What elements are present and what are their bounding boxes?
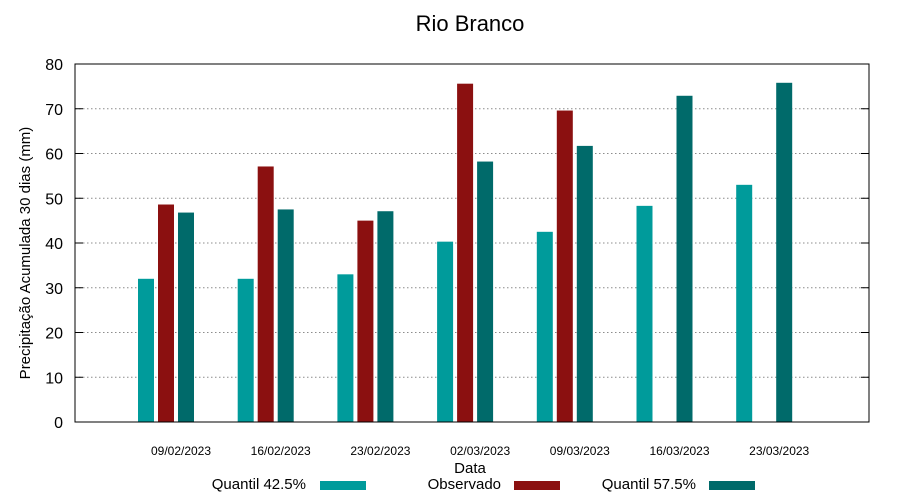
x-tick-label: 16/02/2023 [251, 444, 311, 458]
axis-ticks: 0 10 20 30 40 50 60 70 80 09/02/2023 16/02/2023 23/… [45, 57, 869, 458]
bar [636, 205, 653, 422]
chart-title: Rio Branco [416, 11, 525, 36]
x-tick-label: 23/03/2023 [749, 444, 809, 458]
bar [277, 209, 294, 422]
y-tick-label: 50 [45, 191, 63, 208]
bar [676, 95, 693, 423]
bar [477, 161, 494, 422]
y-tick-label: 80 [45, 57, 63, 74]
bar [337, 274, 354, 422]
legend-swatch [709, 481, 755, 490]
bar [457, 83, 474, 422]
legend-label: Quantil 57.5% [602, 476, 696, 493]
x-axis-label: Data [454, 460, 486, 477]
y-tick-label: 40 [45, 236, 63, 253]
x-tick-label: 09/03/2023 [550, 444, 610, 458]
y-tick-label: 0 [54, 415, 63, 432]
bar [736, 184, 753, 422]
legend-swatch [320, 481, 366, 490]
legend-label: Quantil 42.5% [212, 476, 306, 493]
bar [237, 278, 254, 422]
bars [138, 82, 793, 423]
y-tick-label: 10 [45, 370, 63, 387]
bar [576, 145, 593, 422]
bar [178, 212, 194, 422]
legend-label: Observado [428, 476, 501, 493]
bar [536, 231, 553, 422]
legend-swatch [514, 481, 560, 490]
y-tick-label: 30 [45, 281, 63, 298]
bar [556, 110, 573, 422]
x-tick-label: 16/03/2023 [649, 444, 709, 458]
x-tick-label: 23/02/2023 [350, 444, 410, 458]
bar [357, 220, 374, 422]
bar [138, 278, 154, 422]
bar [377, 211, 394, 422]
y-tick-label: 60 [45, 147, 63, 164]
y-tick-label: 20 [45, 326, 63, 343]
x-tick-label: 09/02/2023 [151, 444, 211, 458]
legend: Quantil 42.5% Observado Quantil 57.5% [212, 476, 755, 493]
bar [437, 241, 454, 422]
bar [158, 204, 174, 422]
y-axis-label: Precipitação Acumulada 30 dias (mm) [17, 127, 34, 380]
bar [776, 82, 793, 423]
bar [257, 166, 274, 422]
x-tick-label: 02/03/2023 [450, 444, 510, 458]
y-tick-label: 70 [45, 102, 63, 119]
